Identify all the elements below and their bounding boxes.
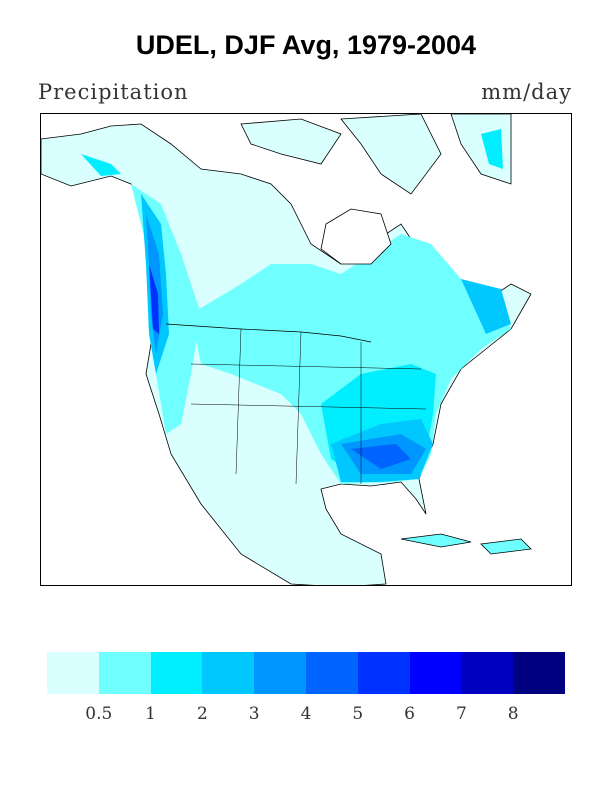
colorbar-label: 3	[248, 704, 260, 724]
precipitation-map	[40, 113, 572, 586]
colorbar	[47, 652, 565, 694]
colorbar-labels: 0.5 1 2 3 4 5 6 7 8	[47, 704, 565, 728]
colorbar-swatch	[202, 652, 255, 694]
colorbar-label: 0.5	[85, 704, 113, 724]
hudson-bay	[320, 208, 392, 265]
colorbar-swatch	[409, 652, 462, 694]
colorbar-label: 2	[196, 704, 208, 724]
colorbar-label: 4	[300, 704, 312, 724]
colorbar-swatch	[98, 652, 151, 694]
colorbar-label: 6	[404, 704, 416, 724]
figure-title: UDEL, DJF Avg, 1979-2004	[135, 30, 477, 60]
colorbar-swatch	[357, 652, 410, 694]
colorbar-label: 7	[455, 704, 467, 724]
colorbar-swatch	[513, 652, 565, 694]
colorbar-swatch	[305, 652, 358, 694]
colorbar-label: 1	[145, 704, 157, 724]
colorbar-swatch	[461, 652, 514, 694]
variable-label: Precipitation	[38, 80, 189, 104]
colorbar-label: 8	[507, 704, 519, 724]
colorbar-swatch	[150, 652, 203, 694]
colorbar-swatch	[254, 652, 306, 694]
units-label: mm/day	[481, 80, 572, 104]
colorbar-label: 5	[352, 704, 364, 724]
colorbar-swatch	[47, 652, 99, 694]
